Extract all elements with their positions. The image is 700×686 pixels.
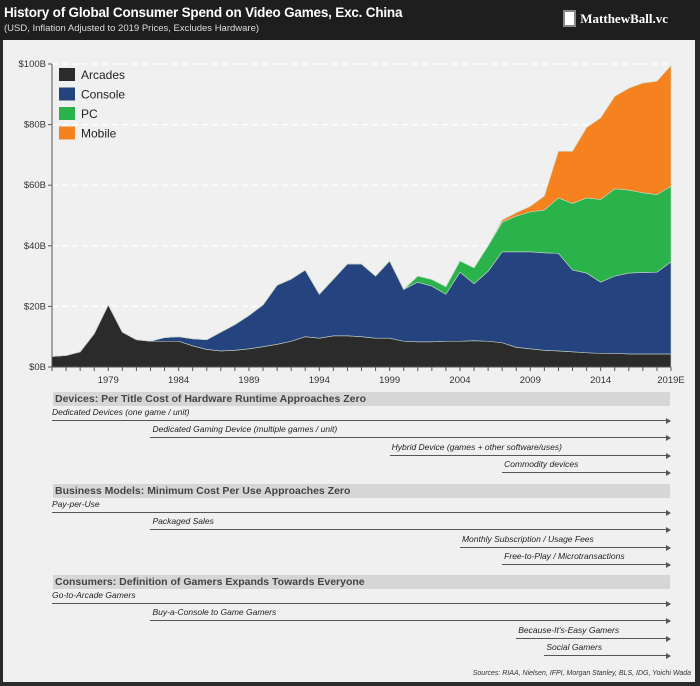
area-mobile <box>51 64 672 357</box>
x-tick-label: 1999 <box>379 375 400 385</box>
timeline-row-label: Go-to-Arcade Gamers <box>52 590 136 600</box>
timeline-arrow <box>544 652 671 659</box>
timeline-row-label: Dedicated Gaming Device (multiple games … <box>152 424 338 434</box>
timeline-row-label: Social Gamers <box>546 642 603 652</box>
timeline-arrow <box>516 635 671 642</box>
legend-swatch-console <box>59 87 75 101</box>
chart-title: History of Global Consumer Spend on Vide… <box>4 5 403 20</box>
logo-icon <box>563 10 577 27</box>
timeline-row-label: Hybrid Device (games + other software/us… <box>391 442 562 452</box>
timeline-arrow <box>150 526 671 533</box>
timeline-row-label: Because-It's-Easy Gamers <box>518 625 620 635</box>
x-tick-label: 2009 <box>520 375 541 385</box>
y-tick-label: $80B <box>24 120 46 131</box>
chart-panel: $0B $20B $40B $60B $80B $100B 1979 1984 1989 1994… <box>3 40 695 682</box>
y-tick-label: $0B <box>29 362 46 373</box>
timeline-row-label: Pay-per-Use <box>52 499 100 509</box>
timeline-row-label: Dedicated Devices (one game / unit) <box>52 407 190 417</box>
timeline-arrow <box>150 434 671 441</box>
timeline-arrow <box>502 561 671 568</box>
legend-swatch-arcades <box>59 68 75 81</box>
timeline-section-header: Business Models: Minimum Cost Per Use Ap… <box>53 484 670 498</box>
x-tick-label: 2019E <box>657 375 684 385</box>
timeline-arrow <box>52 509 671 516</box>
timeline-arrow <box>502 469 671 476</box>
timeline-arrow <box>459 544 672 551</box>
sources-note: Sources: RIAA, Nielsen, IFPI, Morgan Sta… <box>472 670 691 677</box>
x-tick-label: 1989 <box>238 375 259 385</box>
timeline-section-header: Devices: Per Title Cost of Hardware Runt… <box>53 392 670 406</box>
timeline-row-label: Monthly Subscription / Usage Fees <box>461 534 594 544</box>
timeline-arrow <box>52 600 671 607</box>
legend-swatch-pc <box>59 107 75 120</box>
x-tick-label: 1984 <box>168 375 189 385</box>
x-tick-label: 2004 <box>449 375 470 385</box>
stacked-area-chart: $0B $20B $40B $60B $80B $100B 1979 1984 1989 1994… <box>19 59 685 385</box>
y-tick-label: $100B <box>19 59 46 70</box>
timeline-row-label: Free-to-Play / Microtransactions <box>504 551 625 561</box>
timeline-row-label: Commodity devices <box>504 459 579 469</box>
legend-label-console: Console <box>81 88 125 102</box>
y-tick-label: $40B <box>24 241 46 252</box>
legend-label-arcades: Arcades <box>81 68 125 82</box>
x-tick-label: 2014 <box>590 375 611 385</box>
brand-logo: MatthewBall.vc <box>563 10 668 27</box>
timeline-row-label: Buy-a-Console to Game Gamers <box>152 607 277 617</box>
timeline-arrow <box>52 417 671 424</box>
x-tick-label: 1979 <box>98 375 119 385</box>
y-tick-label: $60B <box>24 180 46 191</box>
legend-label-mobile: Mobile <box>81 127 117 141</box>
legend-swatch-mobile <box>59 126 75 140</box>
timeline-row-label: Packaged Sales <box>152 516 214 526</box>
timeline-section-header: Consumers: Definition of Gamers Expands … <box>53 575 670 589</box>
legend-label-pc: PC <box>81 107 98 121</box>
timeline-arrow <box>150 617 671 624</box>
header: History of Global Consumer Spend on Vide… <box>0 0 700 40</box>
timeline-arrow <box>389 452 672 459</box>
x-tick-label: 1994 <box>309 375 330 385</box>
chart-subtitle: (USD, Inflation Adjusted to 2019 Prices,… <box>4 23 260 34</box>
y-tick-label: $20B <box>24 301 46 312</box>
brand-name: MatthewBall.vc <box>580 10 668 26</box>
